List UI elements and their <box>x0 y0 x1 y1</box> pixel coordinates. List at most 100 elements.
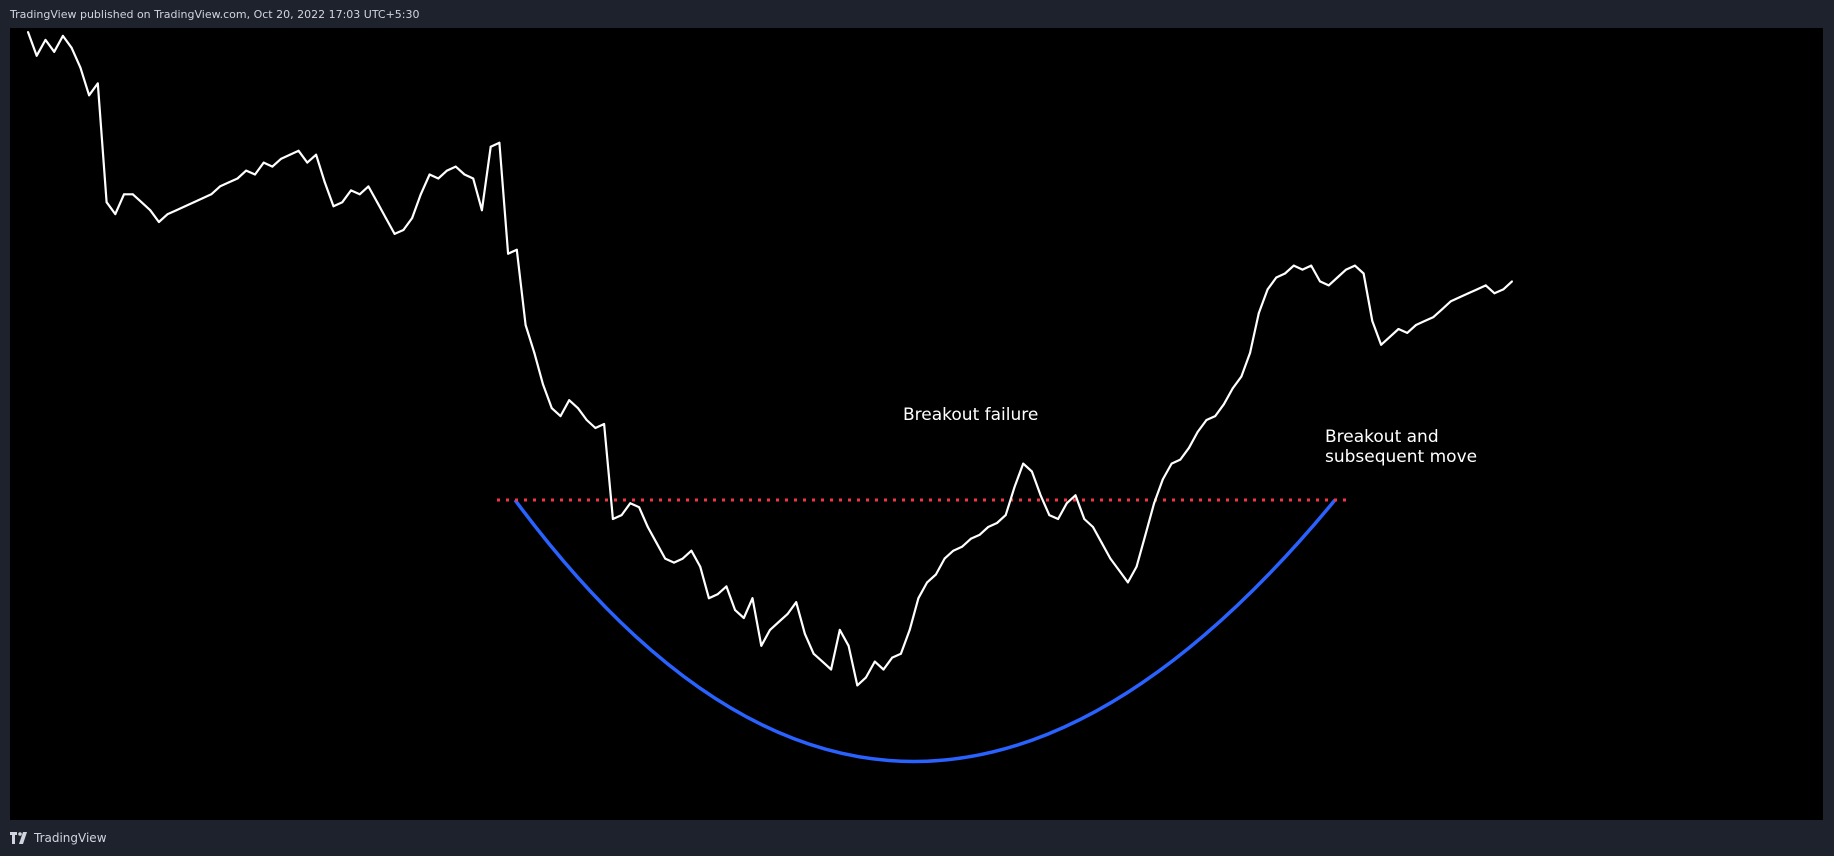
price-point <box>1484 284 1487 287</box>
annotation-breakout-and: Breakout and <box>1325 427 1439 447</box>
annotation-breakout-failure: Breakout failure <box>903 405 1038 425</box>
price-point <box>1100 541 1103 544</box>
price-point <box>690 549 693 552</box>
price-point <box>1092 526 1094 528</box>
price-point <box>1074 494 1077 497</box>
footer-logo[interactable]: TradingView <box>10 830 107 846</box>
price-point <box>577 407 579 410</box>
price-point <box>140 201 143 204</box>
price-point <box>1118 569 1121 572</box>
price-point <box>297 149 300 152</box>
price-point <box>288 153 291 156</box>
price-point <box>236 177 239 180</box>
price-point <box>751 597 754 600</box>
price-point <box>1301 268 1304 271</box>
price-point <box>821 660 824 663</box>
price-point <box>803 632 806 635</box>
price-point <box>219 185 221 188</box>
price-point <box>332 205 335 208</box>
price-point <box>1362 272 1365 275</box>
price-point <box>27 31 29 33</box>
price-point <box>664 557 667 560</box>
price-point <box>559 415 562 418</box>
price-point <box>865 676 867 679</box>
price-point <box>358 193 361 196</box>
price-point <box>1275 276 1278 279</box>
cup-curve <box>513 498 1337 764</box>
price-chart[interactable]: Breakout failure Breakout and subsequent… <box>10 28 1823 820</box>
price-point <box>1345 268 1348 271</box>
price-point <box>437 177 440 180</box>
price-point <box>201 197 204 200</box>
price-point <box>44 38 47 41</box>
price-point <box>315 153 318 156</box>
price-point <box>760 644 763 647</box>
price-point <box>1065 502 1068 505</box>
price-point <box>655 541 658 544</box>
price-point <box>934 573 937 576</box>
price-line <box>26 31 1513 687</box>
price-point <box>498 141 501 144</box>
price-point <box>419 193 422 196</box>
price-point <box>943 557 946 560</box>
price-point <box>1153 502 1156 505</box>
tradingview-logo-icon <box>10 832 27 844</box>
chart-area[interactable]: Breakout failure Breakout and subsequent… <box>10 28 1823 820</box>
price-point <box>1502 288 1505 291</box>
price-point <box>35 54 38 57</box>
price-point <box>96 82 99 85</box>
price-point <box>1179 458 1182 461</box>
price-point <box>917 597 920 600</box>
price-point <box>524 324 527 326</box>
price-point <box>184 205 187 208</box>
price-point <box>847 644 850 647</box>
price-point <box>210 193 213 196</box>
price-point <box>952 549 955 552</box>
price-point <box>568 399 571 402</box>
price-point <box>1222 403 1225 406</box>
price-point <box>393 232 396 235</box>
price-point <box>550 407 553 410</box>
price-point <box>1441 308 1444 311</box>
price-point <box>70 46 73 49</box>
price-point <box>1380 343 1383 346</box>
price-point <box>1214 415 1217 418</box>
price-point <box>1013 486 1016 489</box>
price-point <box>646 526 649 528</box>
price-point <box>786 613 789 616</box>
header-bar: TradingView published on TradingView.com… <box>0 0 1834 28</box>
price-point <box>1388 335 1391 338</box>
price-point <box>1327 284 1330 287</box>
price-point <box>472 177 475 180</box>
price-point <box>585 419 588 421</box>
price-point <box>1022 462 1025 465</box>
footer-brand: TradingView <box>34 831 107 845</box>
footer-bar: TradingView <box>0 820 1834 856</box>
price-point <box>1144 533 1147 536</box>
price-point <box>533 351 536 354</box>
price-point <box>926 581 929 584</box>
price-point <box>463 173 466 176</box>
price-point <box>1188 446 1190 449</box>
price-point <box>882 668 885 671</box>
price-point <box>114 213 117 216</box>
price-point <box>620 514 623 517</box>
price-point <box>1240 375 1243 378</box>
price-points <box>27 31 1513 687</box>
price-point <box>446 169 448 172</box>
price-point <box>123 193 125 196</box>
price-point <box>350 189 352 192</box>
price-point <box>1458 296 1461 299</box>
price-point <box>969 537 972 540</box>
price-point <box>480 209 483 212</box>
price-point <box>1170 462 1173 465</box>
price-point <box>454 165 457 168</box>
price-point <box>192 201 195 204</box>
price-point <box>812 652 815 655</box>
price-point <box>1432 316 1435 319</box>
price-point <box>987 526 990 528</box>
price-point <box>908 628 911 631</box>
price-point <box>323 181 326 184</box>
price-point <box>1257 312 1260 315</box>
price-point <box>699 565 702 568</box>
